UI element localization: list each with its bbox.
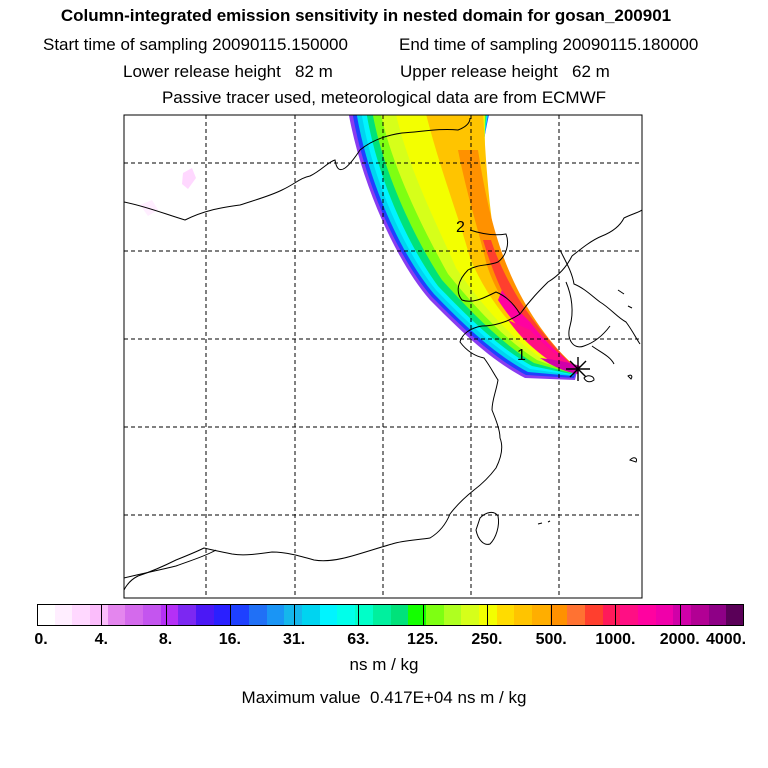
- colorbar-segment: [37, 604, 55, 626]
- colorbar-segment: [90, 604, 109, 626]
- colorbar-division: [101, 604, 103, 626]
- colorbar-tick-label: 1000.: [595, 631, 636, 648]
- plume: [140, 115, 580, 380]
- colorbar-segment: [496, 604, 515, 626]
- colorbar-segment: [443, 604, 462, 626]
- colorbar-segment: [213, 604, 232, 626]
- start-time: Start time of sampling 20090115.150000: [43, 35, 348, 55]
- figure-title: Column-integrated emission sensitivity i…: [60, 6, 672, 25]
- colorbar-segment: [178, 604, 197, 626]
- upper-release-value: 62 m: [572, 62, 610, 81]
- colorbar-segment: [726, 604, 745, 626]
- colorbar-segment: [620, 604, 639, 626]
- colorbar-division: [615, 604, 617, 626]
- colorbar-segment: [302, 604, 321, 626]
- colorbar-segment: [107, 604, 126, 626]
- star-icon: [566, 357, 590, 381]
- trajectory-label-1: 1: [517, 347, 526, 364]
- colorbar-segment: [196, 604, 215, 626]
- colorbar-segment: [54, 604, 73, 626]
- colorbar-tick-label: 0.: [34, 631, 48, 648]
- colorbar-segment: [284, 604, 303, 626]
- sensitivity-map: 1 2: [123, 114, 643, 599]
- colorbar-tick-label: 4.: [94, 631, 108, 648]
- trajectory-label-2: 2: [456, 219, 465, 236]
- colorbar-segment: [408, 604, 427, 626]
- colorbar-division: [165, 604, 167, 626]
- upper-release-height: Upper release height 62 m: [400, 62, 610, 82]
- upper-release-label: Upper release height: [400, 62, 558, 81]
- colorbar-division: [229, 604, 231, 626]
- lower-release-value: 82 m: [295, 62, 333, 81]
- colorbar-division: [422, 604, 424, 626]
- colorbar-segment: [531, 604, 550, 626]
- graticule: [124, 115, 642, 598]
- colorbar-tick-label: 8.: [158, 631, 173, 648]
- colorbar-segment: [266, 604, 285, 626]
- colorbar-tick-label: 63.: [347, 631, 370, 648]
- colorbar-segment: [637, 604, 656, 626]
- colorbar-tick-label: 4000.: [705, 631, 747, 648]
- colorbar-division: [486, 604, 488, 626]
- end-time: End time of sampling 20090115.180000: [399, 35, 698, 55]
- colorbar-segment: [372, 604, 391, 626]
- map-frame: [123, 114, 643, 599]
- colorbar-units: ns m / kg: [349, 655, 419, 674]
- maximum-value-label: Maximum value: [241, 688, 361, 707]
- maximum-value: Maximum value 0.417E+04 ns m / kg: [0, 688, 768, 708]
- colorbar-segment: [690, 604, 709, 626]
- colorbar-segment: [461, 604, 480, 626]
- colorbar-segment: [143, 604, 162, 626]
- colorbar-tick-label: 31.: [282, 631, 306, 648]
- coastlines: [124, 117, 642, 591]
- lower-release-height: Lower release height 82 m: [123, 62, 333, 82]
- colorbar-segment: [125, 604, 144, 626]
- colorbar-segment: [584, 604, 603, 626]
- colorbar-tick-label: 250.: [471, 631, 503, 648]
- colorbar-segment: [160, 604, 179, 626]
- colorbar-segment: [231, 604, 250, 626]
- colorbar-segment: [319, 604, 338, 626]
- tracer-note: Passive tracer used, meteorological data…: [161, 88, 607, 107]
- colorbar-division: [358, 604, 360, 626]
- colorbar-segment: [655, 604, 674, 626]
- colorbar-tick-label: 16.: [218, 631, 241, 648]
- colorbar-tick-label: 2000.: [659, 631, 700, 648]
- colorbar-division: [551, 604, 553, 626]
- colorbar-outline: [37, 604, 744, 626]
- colorbar-segment: [72, 604, 91, 626]
- end-time-label: End time of sampling: [399, 35, 558, 54]
- colorbar-division: [679, 604, 681, 626]
- colorbar-division: [294, 604, 296, 626]
- colorbar-segment: [567, 604, 586, 626]
- colorbar-segment: [390, 604, 409, 626]
- colorbar-tick-label: 500.: [535, 631, 567, 648]
- colorbar-segment: [337, 604, 356, 626]
- colorbar-segment: [708, 604, 727, 626]
- colorbar-segment: [549, 604, 568, 626]
- end-time-value: 20090115.180000: [562, 35, 699, 54]
- colorbar-segment: [514, 604, 533, 626]
- start-time-value: 20090115.150000: [212, 35, 348, 54]
- colorbar-segment: [355, 604, 374, 626]
- maximum-value-number: 0.417E+04 ns m / kg: [370, 688, 527, 707]
- colorbar-segment: [249, 604, 268, 626]
- colorbar-tick-label: 125.: [407, 631, 439, 648]
- colorbar-segment: [425, 604, 444, 626]
- lower-release-label: Lower release height: [123, 62, 281, 81]
- start-time-label: Start time of sampling: [43, 35, 208, 54]
- colorbar-segment: [673, 604, 692, 626]
